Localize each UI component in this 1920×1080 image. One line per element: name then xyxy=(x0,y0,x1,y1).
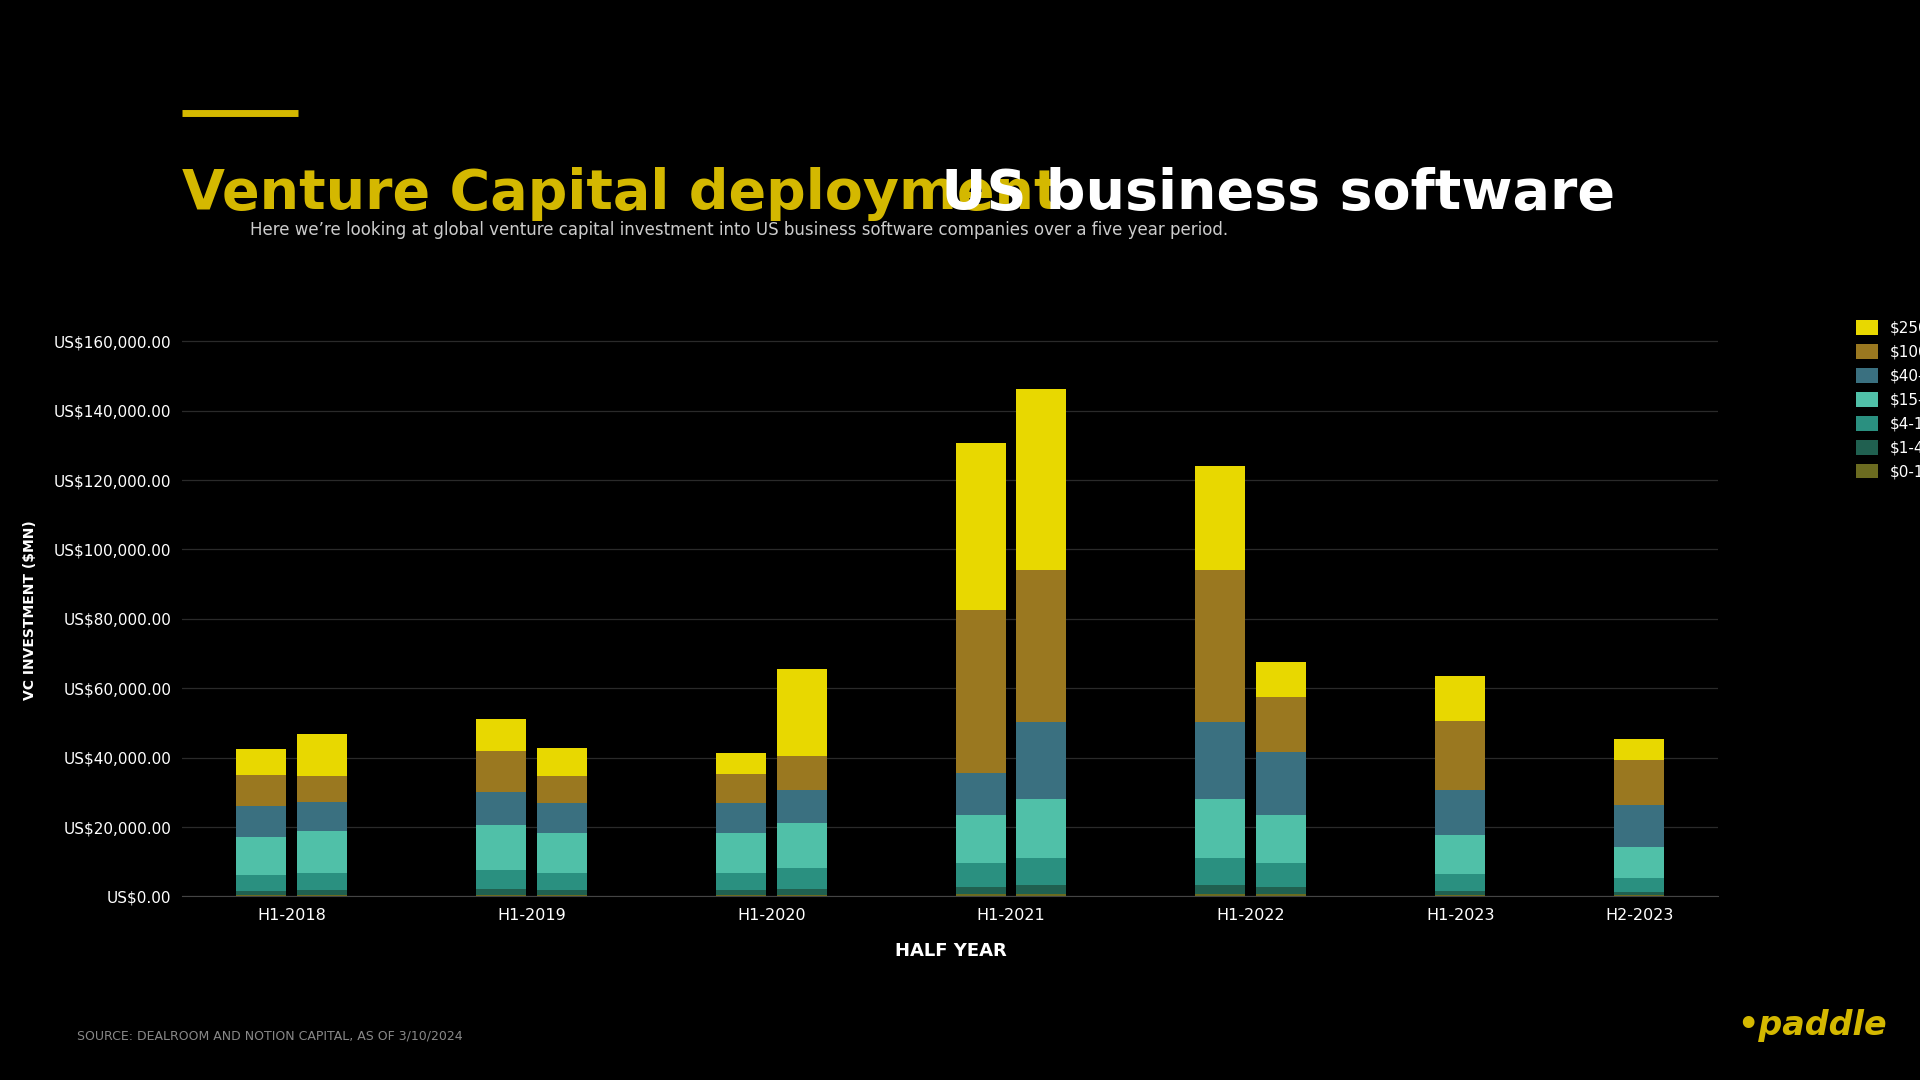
Text: Here we’re looking at global venture capital investment into US business softwar: Here we’re looking at global venture cap… xyxy=(250,221,1227,240)
Bar xyxy=(1256,894,1306,896)
Bar xyxy=(1016,858,1066,886)
Bar xyxy=(1016,894,1066,896)
Bar xyxy=(776,823,828,868)
Bar xyxy=(776,669,828,756)
Bar xyxy=(1256,752,1306,814)
Bar xyxy=(956,894,1006,896)
Bar xyxy=(236,895,286,896)
Bar xyxy=(538,804,588,833)
Bar xyxy=(298,775,348,801)
Bar xyxy=(298,873,348,890)
Bar xyxy=(1615,878,1665,892)
Text: Venture Capital deployment: Venture Capital deployment xyxy=(182,167,1062,221)
Bar xyxy=(716,773,766,804)
Bar xyxy=(1434,720,1486,791)
Bar xyxy=(1615,892,1665,895)
Bar xyxy=(476,719,526,751)
Bar xyxy=(716,753,766,773)
Bar xyxy=(776,889,828,894)
Bar xyxy=(236,774,286,806)
Bar xyxy=(236,748,286,774)
Bar xyxy=(298,890,348,895)
Bar xyxy=(956,443,1006,610)
Bar xyxy=(476,751,526,793)
Bar xyxy=(1256,662,1306,697)
Bar xyxy=(716,890,766,895)
Bar xyxy=(956,863,1006,888)
Bar xyxy=(1256,697,1306,752)
Bar xyxy=(298,831,348,873)
Bar xyxy=(1434,874,1486,891)
Bar xyxy=(956,610,1006,773)
Bar xyxy=(476,793,526,825)
Bar xyxy=(956,814,1006,863)
Bar xyxy=(1196,894,1246,896)
Bar xyxy=(716,833,766,873)
Bar xyxy=(1016,798,1066,858)
Bar xyxy=(1615,740,1665,760)
Bar xyxy=(1434,835,1486,874)
Bar xyxy=(1016,886,1066,894)
Bar xyxy=(1434,895,1486,896)
Bar xyxy=(1615,895,1665,896)
Bar xyxy=(1434,676,1486,720)
Bar xyxy=(1196,465,1246,569)
Bar xyxy=(1434,891,1486,895)
X-axis label: HALF YEAR: HALF YEAR xyxy=(895,942,1006,960)
Bar xyxy=(776,868,828,889)
Bar xyxy=(236,875,286,891)
Bar xyxy=(1196,798,1246,858)
Bar xyxy=(538,890,588,895)
Bar xyxy=(538,747,588,775)
Bar xyxy=(1196,886,1246,894)
Bar xyxy=(1196,569,1246,723)
Bar xyxy=(1256,814,1306,863)
Bar xyxy=(476,894,526,896)
Bar xyxy=(716,804,766,833)
Bar xyxy=(538,833,588,873)
Bar xyxy=(298,801,348,831)
Bar xyxy=(1256,863,1306,888)
Bar xyxy=(236,891,286,895)
Bar xyxy=(1196,723,1246,798)
Bar xyxy=(236,806,286,837)
Y-axis label: VC INVESTMENT ($MN): VC INVESTMENT ($MN) xyxy=(23,521,36,700)
Bar xyxy=(1615,760,1665,806)
Bar xyxy=(1016,389,1066,569)
Bar xyxy=(538,775,588,804)
Bar xyxy=(538,873,588,890)
Bar xyxy=(538,895,588,896)
Text: US business software: US business software xyxy=(922,167,1615,221)
Bar xyxy=(776,756,828,791)
Bar xyxy=(776,894,828,896)
Bar xyxy=(298,895,348,896)
Bar xyxy=(956,888,1006,894)
Bar xyxy=(1016,723,1066,798)
Bar xyxy=(1256,888,1306,894)
Bar xyxy=(716,873,766,890)
Bar xyxy=(1615,847,1665,878)
Bar xyxy=(298,734,348,775)
Bar xyxy=(236,837,286,875)
Bar xyxy=(716,895,766,896)
Bar xyxy=(1434,791,1486,835)
Bar xyxy=(476,825,526,870)
Bar xyxy=(776,791,828,823)
Bar xyxy=(1196,858,1246,886)
Text: SOURCE: DEALROOM AND NOTION CAPITAL, AS OF 3/10/2024: SOURCE: DEALROOM AND NOTION CAPITAL, AS … xyxy=(77,1029,463,1042)
Text: •paddle: •paddle xyxy=(1738,1009,1887,1042)
Bar xyxy=(956,773,1006,814)
Bar xyxy=(1016,569,1066,723)
Bar xyxy=(476,870,526,890)
Legend: $250mn+, $100-250mn, $40-100mn, $15-40mn, $4-15mn, $1-4mn, $0-1mn: $250mn+, $100-250mn, $40-100mn, $15-40mn… xyxy=(1857,320,1920,480)
Bar xyxy=(1615,806,1665,847)
Bar xyxy=(476,890,526,894)
